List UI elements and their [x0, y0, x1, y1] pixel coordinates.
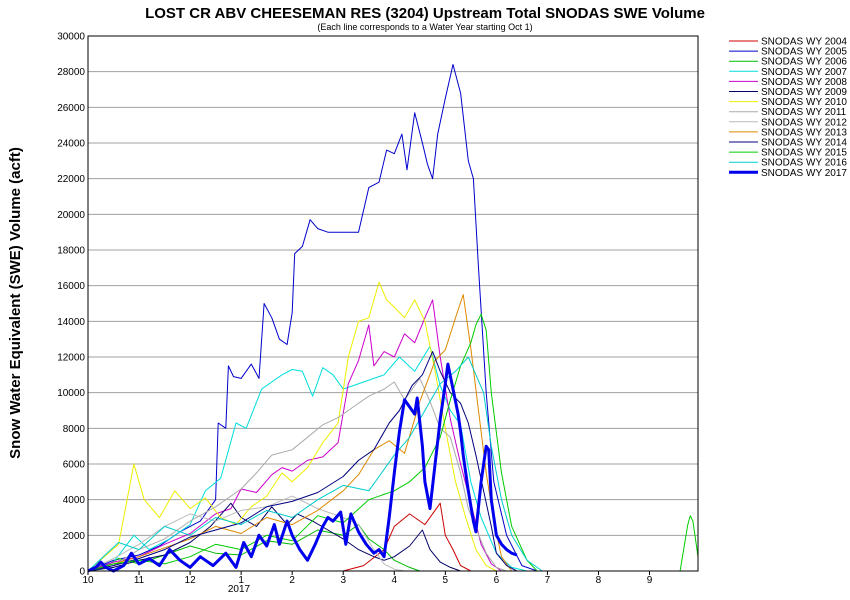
grid-lines [88, 35, 698, 572]
x-tick-label: 7 [545, 575, 551, 586]
series-line-snodas-wy-2012 [87, 495, 698, 572]
y-tick-label: 0 [79, 567, 85, 578]
legend-entry: SNODAS WY 2007 [761, 67, 847, 78]
y-axis-label: Snow Water Equivalent (SWE) Volume (acft… [7, 147, 24, 459]
x-tick-label: 3 [340, 575, 346, 586]
series-lines [87, 64, 699, 573]
y-tick-label: 18000 [57, 246, 85, 257]
y-tick-label: 24000 [57, 139, 85, 150]
y-tick-label: 12000 [57, 353, 85, 364]
legend-entry: SNODAS WY 2017 [761, 168, 847, 179]
legend-entry: SNODAS WY 2006 [761, 57, 847, 68]
series-line-snodas-wy-2010 [87, 281, 698, 572]
series-line-snodas-wy-2005 [87, 64, 698, 572]
series-line-snodas-wy-2016 [87, 356, 698, 572]
legend-entry: SNODAS WY 2008 [761, 77, 847, 88]
series-line-snodas-wy-2014 [87, 351, 698, 572]
plot-frame [87, 35, 699, 572]
legend-entry: SNODAS WY 2005 [761, 47, 847, 58]
y-tick-label: 14000 [57, 317, 85, 328]
x-tick-label: 9 [647, 575, 653, 586]
legend-entry: SNODAS WY 2010 [761, 97, 847, 108]
y-tick-label: 28000 [57, 67, 85, 78]
series-line-snodas-wy-2009 [87, 502, 698, 572]
x-tick-labels: 10 11 12 1 2 3 4 5 6 7 8 9 [82, 571, 653, 586]
series-line-snodas-wy-2015 [87, 313, 699, 572]
x-tick-label: 6 [494, 575, 500, 586]
series-line-snodas-wy-2011 [87, 377, 698, 572]
y-tick-label: 2000 [63, 531, 86, 542]
x-year-label: 2017 [228, 584, 251, 595]
y-tick-label: 26000 [57, 103, 85, 114]
chart-title: LOST CR ABV CHEESEMAN RES (3204) Upstrea… [145, 5, 705, 22]
legend-entry: SNODAS WY 2009 [761, 87, 847, 98]
legend-entry: SNODAS WY 2013 [761, 127, 847, 138]
y-tick-label: 8000 [63, 424, 86, 435]
legend-entry: SNODAS WY 2015 [761, 148, 847, 159]
series-line-snodas-wy-2017 [87, 362, 518, 573]
x-tick-label: 11 [134, 575, 145, 586]
series-line-snodas-wy-2004 [88, 502, 698, 572]
x-tick-label: 8 [596, 575, 602, 586]
y-tick-label: 6000 [63, 460, 86, 471]
legend-entry: SNODAS WY 2016 [761, 158, 847, 169]
x-tick-label: 5 [443, 575, 449, 586]
legend-entry: SNODAS WY 2014 [761, 138, 847, 149]
x-tick-label: 4 [391, 575, 397, 586]
y-tick-label: 10000 [57, 388, 85, 399]
chart-subtitle: (Each line corresponds to a Water Year s… [317, 22, 532, 32]
y-tick-labels: 0 2000 4000 6000 8000 10000 12000 14000 16000 180… [57, 32, 85, 578]
legend-entry: SNODAS WY 2004 [761, 37, 847, 48]
y-tick-label: 16000 [57, 281, 85, 292]
x-tick-label: 1 [238, 575, 244, 586]
x-tick-label: 2 [289, 575, 295, 586]
series-line-snodas-wy-2007 [87, 345, 698, 572]
x-tick-label: 12 [185, 575, 197, 586]
y-tick-label: 22000 [57, 174, 85, 185]
legend-entry: SNODAS WY 2012 [761, 117, 847, 128]
legend-entry: SNODAS WY 2011 [761, 107, 847, 118]
y-tick-label: 20000 [57, 210, 85, 221]
y-tick-label: 4000 [63, 495, 86, 506]
series-line-snodas-wy-2008 [87, 299, 698, 572]
y-tick-label: 30000 [57, 32, 85, 43]
x-tick-label: 10 [82, 575, 94, 586]
